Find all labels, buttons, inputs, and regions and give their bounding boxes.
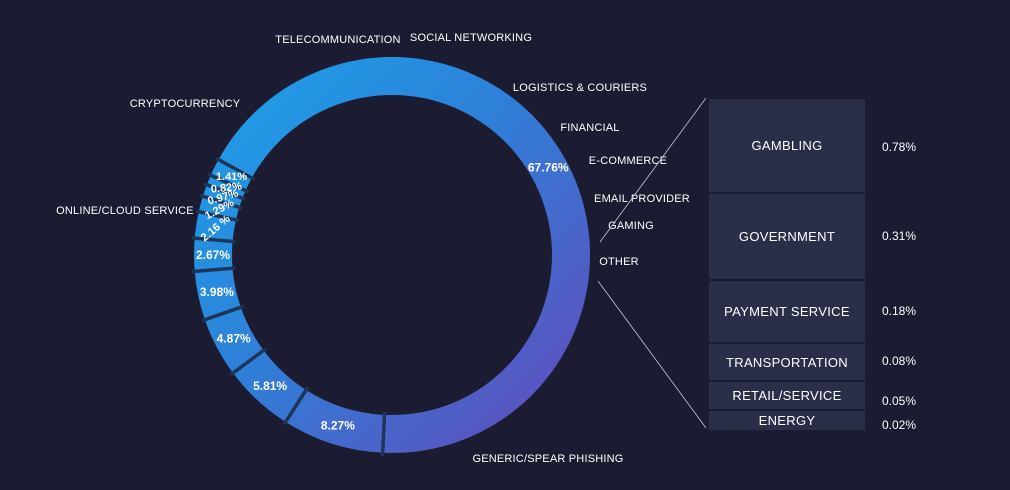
slice-telecommunication: [204, 307, 264, 374]
slice-separator: [203, 182, 246, 201]
breakdown-box-retail-service: RETAIL/SERVICE: [708, 381, 866, 410]
breakdown-label-energy: ENERGY: [758, 413, 816, 428]
category-label-email-provider: EMAIL PROVIDER: [594, 193, 690, 205]
breakdown-box-transportation: TRANSPORTATION: [708, 343, 866, 381]
donut-slices: [194, 57, 590, 454]
breakdown-value-government: 0.31%: [882, 229, 917, 243]
slice-separator: [195, 209, 240, 223]
category-label-social-networking: SOCIAL NETWORKING: [410, 32, 532, 44]
breakdown-label-transportation: TRANSPORTATION: [726, 354, 848, 370]
breakdown-label-gambling: GAMBLING: [751, 138, 823, 153]
value-label-logistics-couriers: 2.67%: [196, 248, 230, 262]
category-labels: TELECOMMUNICATION SOCIAL NETWORKING LOGIST…: [56, 32, 690, 465]
value-label-telecommunication: 4.87%: [217, 332, 251, 346]
slice-gaming: [206, 175, 246, 199]
breakdown-box-government: GOVERNMENT: [708, 193, 866, 280]
slice-cryptocurrency: [233, 350, 307, 423]
breakdown-box-gambling: GAMBLING: [708, 98, 866, 193]
breakdown-value-payment-service: 0.18%: [882, 304, 917, 318]
slice-separator: [229, 347, 268, 377]
slice-e-commerce: [198, 196, 240, 220]
category-label-other: OTHER: [599, 256, 639, 268]
slice-separator: [201, 304, 245, 323]
breakdown-value-transportation: 0.08%: [882, 354, 917, 368]
breakdown-value-energy: 0.02%: [882, 418, 917, 432]
slice-online-cloud-service: [285, 389, 385, 453]
category-label-e-commerce: E-COMMERCE: [589, 155, 667, 167]
value-label-generic-spear-phishing: 67.76%: [528, 161, 569, 175]
slice-social-networking: [194, 268, 241, 320]
slice-separator: [191, 236, 236, 244]
breakdown-box-energy: ENERGY: [708, 410, 866, 431]
breakdown-value-gambling: 0.78%: [882, 140, 917, 154]
value-label-social-networking: 3.98%: [200, 285, 234, 299]
value-label-cryptocurrency: 5.81%: [253, 379, 287, 393]
slice-separator: [207, 172, 250, 194]
connector-line-bottom: [597, 280, 707, 429]
slice-separators: [191, 156, 387, 456]
slice-separator: [215, 156, 256, 181]
breakdown-label-government: GOVERNMENT: [738, 229, 836, 244]
category-label-telecommunication: TELECOMMUNICATION: [275, 34, 400, 46]
breakdown-label-retail-service: RETAIL/SERVICE: [732, 388, 842, 403]
category-label-financial: FINANCIAL: [560, 122, 619, 134]
slice-other: [210, 159, 252, 191]
value-label-other: 1.41%: [216, 171, 247, 183]
slice-separator: [191, 266, 236, 274]
slice-separator: [199, 193, 243, 210]
category-label-online-cloud-service: ONLINE/CLOUD SERVICE: [56, 205, 194, 217]
category-label-gaming: GAMING: [608, 220, 654, 232]
slice-separator: [380, 411, 387, 456]
slice-email-provider: [202, 184, 243, 208]
value-label-gaming: 0.82%: [210, 181, 242, 196]
breakdown-label-payment-service: PAYMENT SERVICE: [724, 304, 850, 319]
category-label-logistics-couriers: LOGISTICS & COURIERS: [513, 82, 647, 94]
connector-line-top: [599, 97, 707, 243]
slice-logistics-couriers: [194, 238, 233, 272]
category-label-cryptocurrency: CRYPTOCURRENCY: [130, 98, 241, 110]
breakdown-box-payment-service: PAYMENT SERVICE: [708, 280, 866, 343]
slice-separator: [282, 386, 310, 426]
value-label-online-cloud-service: 8.27%: [321, 419, 355, 433]
category-label-generic-spear-phishing: GENERIC/SPEAR PHISHING: [472, 453, 623, 465]
breakdown-value-retail-service: 0.05%: [882, 394, 917, 408]
